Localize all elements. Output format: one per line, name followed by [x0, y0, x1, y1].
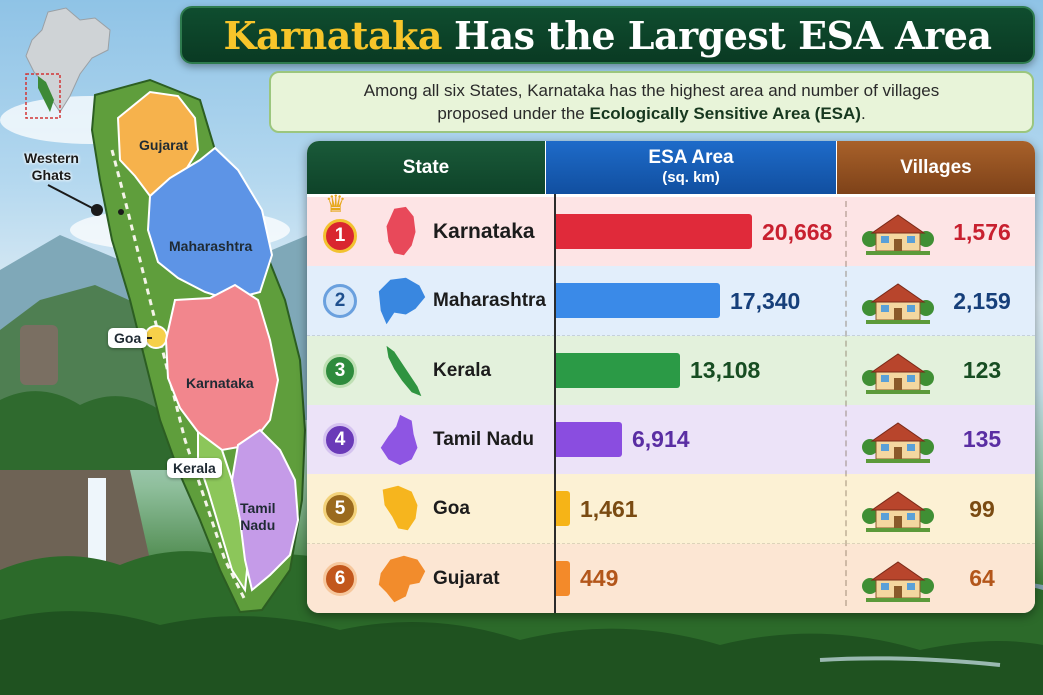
house-icon	[862, 560, 934, 602]
map-label-karnataka: Karnataka	[186, 375, 254, 391]
state-outline-icon	[378, 278, 426, 325]
map-label-tamil-nadu: Tamil Nadu	[240, 500, 276, 533]
map-label-goa: Goa	[108, 328, 148, 348]
esa-area-bar	[556, 283, 720, 319]
title-banner: Karnataka Has the Largest ESA Area	[180, 6, 1035, 64]
esa-area-value: 6,914	[632, 426, 690, 453]
esa-area-bar	[556, 560, 570, 596]
crown-icon: ♛	[325, 191, 347, 218]
state-name: Maharashtra	[433, 290, 546, 312]
column-separator	[845, 201, 847, 606]
rank-badge: 1	[323, 219, 357, 253]
esa-area-bar	[556, 421, 622, 457]
villages-value: 2,159	[953, 287, 1011, 314]
esa-area-value: 20,668	[762, 218, 833, 245]
maharashtra-region	[146, 146, 274, 302]
rank-badge: 6	[323, 561, 357, 596]
esa-area-value: 449	[580, 565, 619, 591]
villages-value: 1,576	[953, 218, 1011, 245]
state-name: Tamil Nadu	[433, 428, 534, 450]
esa-area-value: 17,340	[730, 287, 801, 314]
rank-badge: 3	[323, 353, 357, 388]
table-row: 5 Goa 1,461 99	[307, 474, 1035, 545]
table-row: ♛ 1 Karnataka 20,668 1,576	[307, 193, 1035, 267]
villages-value: 99	[969, 495, 995, 522]
bar-axis-line	[554, 194, 556, 613]
rank-badge: 5	[323, 492, 357, 527]
subtitle-line-1: Among all six States, Karnataka has the …	[363, 81, 940, 100]
state-outline-icon	[386, 345, 422, 396]
india-inset-map	[25, 7, 111, 119]
house-icon	[862, 214, 934, 255]
western-ghats-map: Western Ghats Gujarat Maharashtra Goa Ka…	[0, 0, 320, 695]
map-label-gujarat: Gujarat	[139, 137, 189, 153]
table-row: 4 Tamil Nadu 6,914 135	[307, 404, 1035, 475]
state-outline-icon	[380, 414, 418, 466]
rank-badge: 4	[323, 422, 357, 457]
table-row: 3 Kerala 13,108 123	[307, 335, 1035, 406]
villages-value: 64	[969, 565, 995, 591]
esa-area-bar	[556, 214, 752, 249]
state-name: Kerala	[433, 359, 492, 381]
esa-area-bar	[556, 352, 680, 388]
house-icon	[862, 352, 934, 394]
state-name: Karnataka	[433, 220, 535, 243]
table-row: 2 Maharashtra 17,340 2,159	[307, 266, 1035, 337]
table-header: State ESA Area (sq. km) Villages	[307, 141, 1035, 194]
map-label-maharashtra: Maharashtra	[169, 238, 253, 254]
subtitle-line-2: proposed under the Ecologically Sensitiv…	[437, 104, 866, 123]
esa-area-bar	[556, 491, 570, 527]
title-highlight: Karnataka	[223, 12, 443, 58]
subtitle-box: Among all six States, Karnataka has the …	[269, 71, 1034, 133]
villages-value: 135	[962, 426, 1002, 453]
western-ghats-label: Western Ghats	[24, 150, 79, 183]
villages-value: 123	[962, 357, 1002, 384]
title-text: Has the Largest ESA Area	[454, 12, 992, 58]
state-name: Goa	[433, 498, 470, 520]
state-name: Gujarat	[433, 567, 500, 589]
state-outline-icon	[386, 206, 416, 256]
esa-table: State ESA Area (sq. km) Villages ♛ 1 Karna…	[307, 141, 1035, 613]
state-outline-icon	[378, 555, 426, 602]
state-outline-icon	[382, 485, 418, 531]
house-icon	[862, 422, 934, 463]
house-icon	[862, 491, 934, 533]
header-villages: Villages	[837, 141, 1035, 194]
esa-area-value: 13,108	[690, 357, 761, 384]
header-state: State	[307, 141, 545, 194]
header-esa-area: ESA Area (sq. km)	[546, 141, 836, 194]
house-icon	[862, 283, 934, 325]
rank-badge: 2	[323, 284, 357, 319]
esa-area-value: 1,461	[580, 495, 638, 522]
table-row: 6 Gujarat 449 64	[307, 543, 1035, 613]
map-label-kerala: Kerala	[167, 458, 222, 478]
tamil-nadu-region	[230, 428, 300, 592]
